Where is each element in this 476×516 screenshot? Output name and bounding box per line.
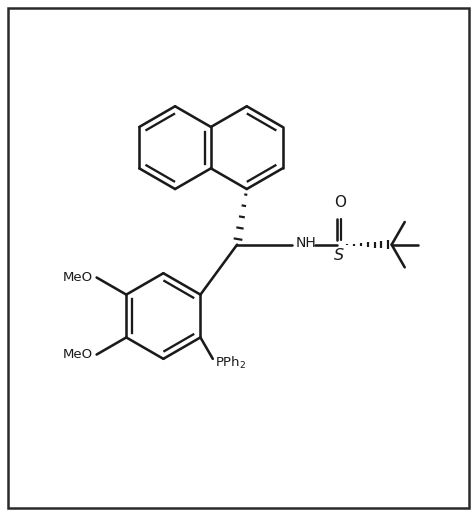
Text: O: O [333,196,345,211]
Text: MeO: MeO [62,348,93,361]
Text: NH: NH [296,236,316,250]
Text: S: S [334,249,344,264]
Text: MeO: MeO [62,271,93,284]
Text: PPh$_2$: PPh$_2$ [215,354,246,370]
